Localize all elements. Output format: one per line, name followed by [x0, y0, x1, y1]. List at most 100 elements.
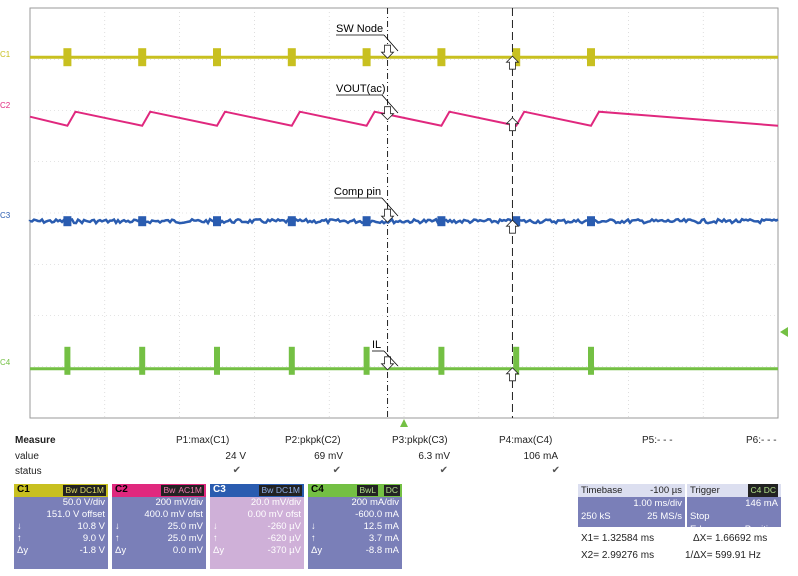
p5-head: P5:- - - [642, 435, 673, 446]
cursor-lines [380, 8, 520, 418]
c1-burst [362, 48, 371, 67]
measure-row-status: status [15, 466, 42, 477]
cursor-x1: X1= 1.32584 ms [581, 533, 655, 544]
c3-panel[interactable]: C3 BwL DC1M 20.0 mV/div 0.00 mV ofst ↓ -2… [210, 484, 304, 569]
c3-r2: -620 µV [267, 533, 301, 544]
c3-panel-name: C3 [213, 484, 226, 495]
timebase-label: Timebase [581, 485, 623, 496]
c1-burst [138, 48, 147, 67]
c4-r3-sym: Δy [311, 545, 323, 556]
sw-node-label: SW Node [336, 23, 383, 35]
c2-offset: 400.0 mV ofst [144, 509, 203, 520]
c3-tag: C3 [0, 211, 11, 220]
c1-panel[interactable]: C1 BwL DC1M 50.0 V/div 151.0 V offset ↓ 1… [14, 484, 108, 569]
c2-trace [29, 110, 779, 127]
c2-tag: C2 [0, 101, 11, 110]
c3-scale: 20.0 mV/div [250, 497, 301, 508]
grid [29, 7, 779, 419]
trigger-slope: Positive [744, 524, 778, 535]
c1-scale: 50.0 V/div [62, 497, 105, 508]
timebase-delay: -100 µs [650, 485, 682, 496]
c4-panel[interactable]: C4 BwL DC 200 mA/div -600.0 mA ↓ 12.5 mA … [308, 484, 402, 569]
c4-bw: BwL [357, 485, 378, 496]
c3-spike [437, 216, 446, 227]
c1-burst [63, 48, 72, 67]
trigger-type: Edge [690, 524, 713, 535]
c3-r2-sym: ↑ [213, 533, 218, 544]
c4-panel-name: C4 [311, 484, 324, 495]
c4-offset: -600.0 mA [355, 509, 399, 520]
c1-r1-sym: ↓ [17, 521, 22, 532]
timebase-rate: 25 MS/s [647, 511, 682, 522]
c1-bw: BwL [63, 485, 84, 496]
cursor-x1-down-arrow-icon [380, 106, 395, 121]
c2-panel[interactable]: C2 BwL AC1M 200 mV/div 400.0 mV ofst ↓ 25… [112, 484, 206, 569]
c4-r1: 12.5 mA [363, 521, 399, 532]
p2-head: P2:pkpk(C2) [285, 435, 341, 446]
c4-pulse [64, 346, 71, 375]
p6-head: P6:- - - [746, 435, 777, 446]
p1-status: ✔ [232, 465, 241, 476]
trigger-source: C4 DC [748, 484, 778, 497]
vout-label: VOUT(ac) [336, 83, 386, 95]
cursor-x2-up-arrow-icon [505, 117, 520, 132]
c3-offset: 0.00 mV ofst [247, 509, 301, 520]
c1-burst [437, 48, 446, 67]
c1-panel-name: C1 [17, 484, 30, 495]
measure-table: Measure value status P1:max(C1) 24 V ✔ P… [0, 432, 798, 484]
c4-pulse [513, 346, 520, 375]
c1-offset: 151.0 V offset [46, 509, 105, 520]
cursor-x2-up-arrow-icon [505, 367, 520, 382]
p2-value: 69 mV [314, 451, 343, 462]
c2-r2: 25.0 mV [167, 533, 203, 544]
scope-plot-area: C1 C2 C3 C4 SW Node VOUT(ac) Comp pin IL [0, 7, 788, 427]
traces [28, 48, 779, 375]
p1-head: P1:max(C1) [176, 435, 230, 446]
cursor-x2: X2= 2.99276 ms [581, 550, 655, 561]
comp-pin-label: Comp pin [334, 186, 381, 198]
timebase-scale: 1.00 ms/div [633, 498, 682, 509]
c1-burst [213, 48, 221, 67]
c3-r3: -370 µV [267, 545, 301, 556]
cursor-x1-down-arrow-icon [380, 44, 395, 59]
p4-head: P4:max(C4) [499, 435, 553, 446]
c1-burst [287, 48, 296, 67]
c2-panel-name: C2 [115, 484, 128, 495]
trigger-mode: Stop [690, 511, 710, 522]
c3-coupling: DC1M [273, 485, 302, 496]
c1-r3-sym: Δy [17, 545, 29, 556]
p1-value: 24 V [225, 451, 246, 462]
c3-spike [362, 216, 371, 227]
cursor-x2-up-arrow-icon [505, 219, 520, 234]
c3-spike [512, 216, 521, 227]
p3-head: P3:pkpk(C3) [392, 435, 448, 446]
trigger-panel[interactable]: Trigger C4 DC 146 mA Stop Edge Positive [687, 484, 781, 535]
c1-burst [587, 48, 595, 67]
c1-r1: 10.8 V [77, 521, 105, 532]
c2-scale: 200 mV/div [155, 497, 203, 508]
c3-r1: -260 µV [267, 521, 301, 532]
c1-burst [512, 48, 521, 67]
p4-value: 106 mA [523, 451, 558, 462]
c2-r3: 0.0 mV [172, 545, 203, 556]
c4-coupling: DC [383, 485, 400, 496]
c4-r2-sym: ↑ [311, 533, 316, 544]
timebase-panel[interactable]: Timebase -100 µs 1.00 ms/div 250 kS 25 MS/… [578, 484, 685, 527]
c2-bw: BwL [161, 485, 182, 496]
c3-spike [587, 216, 595, 227]
c1-r3: -1.8 V [79, 545, 105, 556]
trigger-level: 146 mA [745, 498, 778, 509]
c1-coupling: DC1M [77, 485, 106, 496]
c1-r2-sym: ↑ [17, 533, 22, 544]
c3-spike [287, 216, 296, 227]
p3-value: 6.3 mV [418, 451, 450, 462]
c3-r1-sym: ↓ [213, 521, 218, 532]
c4-r1-sym: ↓ [311, 521, 316, 532]
c3-r3-sym: Δy [213, 545, 225, 556]
c2-r2-sym: ↑ [115, 533, 120, 544]
c4-scale: 200 mA/div [351, 497, 399, 508]
measure-row-value: value [15, 451, 39, 462]
c4-tag: C4 [0, 358, 11, 367]
c4-pulse [588, 346, 594, 375]
cursor-dx: ΔX= 1.66692 ms [693, 533, 768, 544]
